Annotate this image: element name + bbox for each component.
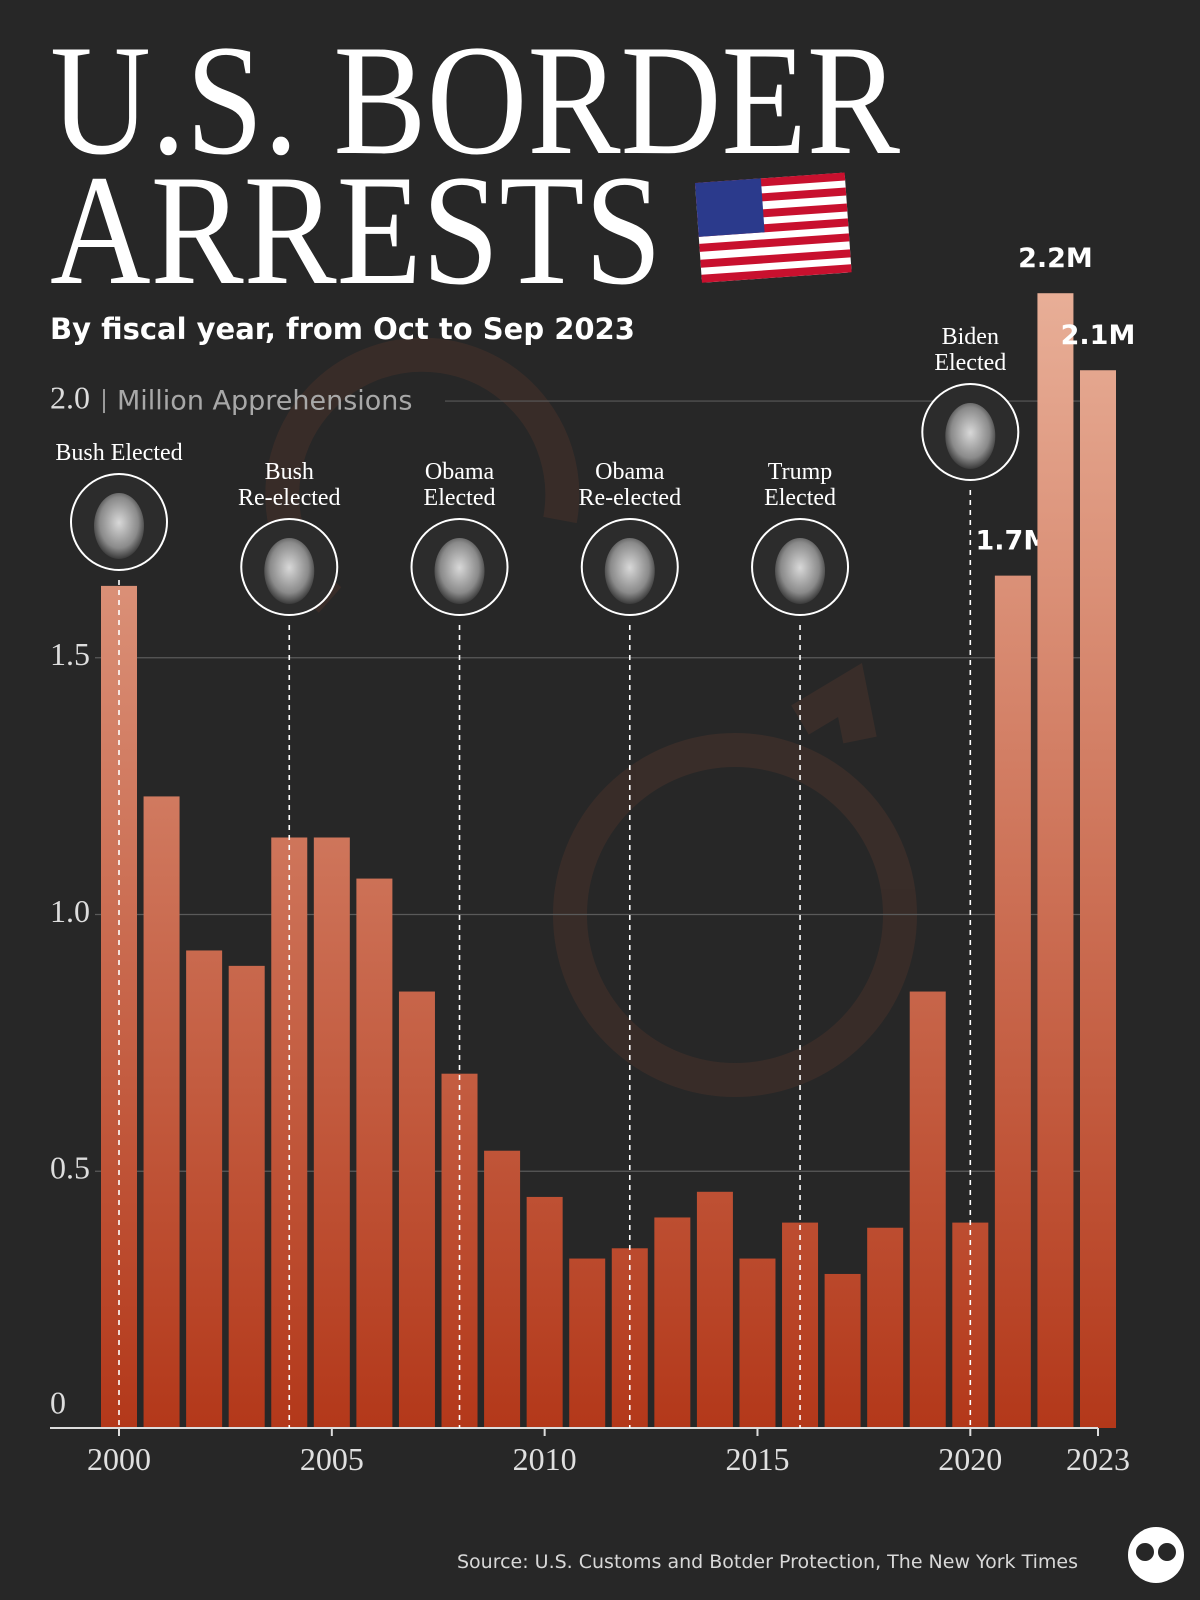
bar: [313, 837, 350, 1428]
x-tick-label: 2005: [300, 1441, 364, 1477]
x-tick-label: 2010: [513, 1441, 577, 1477]
bar: [739, 1258, 776, 1428]
x-tick-label: 2020: [938, 1441, 1002, 1477]
annotation-label: Biden: [942, 324, 999, 350]
flag-icon: [695, 172, 852, 283]
x-tick-label: 2015: [725, 1441, 789, 1477]
annotation-label: Obama: [595, 459, 665, 485]
y-tick-label: 1.0: [50, 893, 90, 929]
chart-subtitle: By fiscal year, from Oct to Sep 2023: [50, 312, 635, 346]
bar: [398, 991, 435, 1428]
bar: [143, 796, 180, 1428]
bar: [526, 1196, 563, 1428]
annotation-label: Trump: [768, 459, 832, 485]
y-axis-label: Million Apprehensions: [117, 386, 412, 417]
annotation-label: Bush: [265, 459, 314, 485]
chart-title: ARRESTS: [50, 143, 662, 318]
annotation-label: Elected: [764, 485, 836, 511]
bar: [484, 1150, 521, 1428]
annotation-label: Bush Elected: [55, 440, 182, 466]
portrait-face: [945, 403, 996, 469]
source-note: Source: U.S. Customs and Botder Protecti…: [457, 1551, 1078, 1573]
y-tick-label: 2.0: [50, 379, 90, 415]
annotation-label: Elected: [934, 350, 1006, 376]
bar: [101, 585, 137, 1428]
bar: [824, 1273, 861, 1428]
value-label: 2.1M: [1061, 320, 1136, 351]
annotation-label: Re-elected: [578, 485, 681, 511]
bar: [228, 965, 265, 1428]
bar: [1080, 370, 1116, 1429]
portrait-face: [264, 538, 315, 604]
bar: [186, 950, 223, 1428]
portrait-face: [604, 538, 655, 604]
y-tick-label: 1.5: [50, 636, 90, 672]
chart-title: U.S. BORDER: [50, 13, 901, 188]
bar: [994, 575, 1031, 1428]
portrait-face: [94, 493, 144, 559]
x-tick-label: 2000: [87, 1441, 151, 1477]
y-tick-label: 0: [50, 1384, 66, 1420]
bar: [909, 991, 946, 1428]
portrait-face: [434, 538, 485, 604]
annotation-label: Re-elected: [238, 485, 341, 511]
annotation-label: Elected: [424, 485, 496, 511]
bar: [356, 878, 393, 1428]
bar: [654, 1217, 691, 1428]
bar: [696, 1191, 733, 1428]
value-label: 2.2M: [1018, 243, 1093, 274]
logo: [1128, 1527, 1184, 1583]
x-tick-label: 2023: [1066, 1441, 1130, 1477]
annotation-label: Obama: [425, 459, 495, 485]
y-tick-label: 0.5: [50, 1150, 90, 1186]
bar: [1037, 293, 1074, 1429]
bar: [569, 1258, 606, 1428]
portrait-face: [775, 538, 826, 604]
bar: [867, 1227, 904, 1428]
